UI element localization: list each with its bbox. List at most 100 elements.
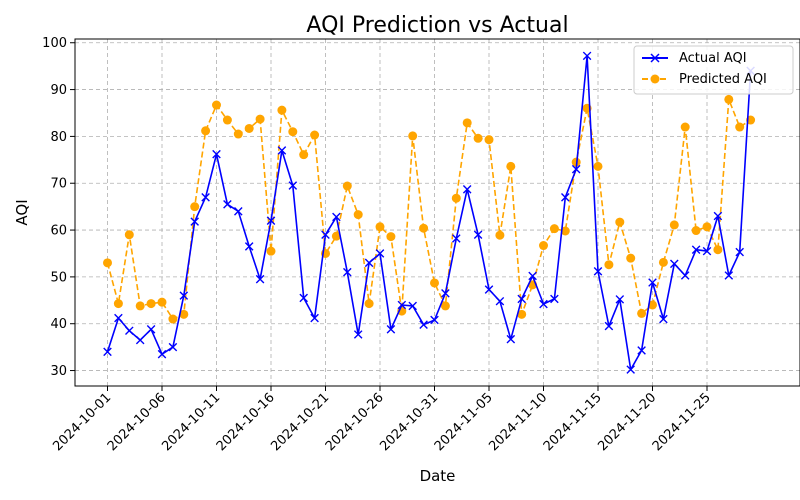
actual-aqi-point bbox=[528, 271, 537, 281]
predicted-aqi-point bbox=[451, 193, 461, 203]
chart-title: AQI Prediction vs Actual bbox=[306, 13, 568, 38]
actual-aqi-point bbox=[702, 246, 712, 256]
x-axis-title: Date bbox=[420, 467, 456, 485]
predicted-aqi-point bbox=[637, 308, 647, 318]
actual-aqi-point bbox=[724, 271, 734, 280]
actual-aqi-point bbox=[364, 258, 374, 268]
actual-aqi-point bbox=[255, 274, 265, 284]
predicted-aqi-point bbox=[255, 114, 265, 124]
actual-aqi-point bbox=[386, 325, 396, 334]
actual-aqi-point bbox=[310, 313, 319, 323]
actual-aqi-point bbox=[495, 296, 505, 306]
predicted-aqi-series-line bbox=[106, 98, 752, 320]
actual-aqi-point bbox=[168, 342, 178, 352]
actual-aqi-point bbox=[125, 326, 134, 336]
grid-layer bbox=[75, 39, 800, 386]
actual-aqi-point bbox=[506, 334, 516, 344]
actual-aqi-point bbox=[288, 181, 298, 190]
actual-aqi-point bbox=[135, 335, 145, 345]
legend-label-actual: Actual AQI bbox=[679, 51, 747, 66]
actual-aqi-point bbox=[593, 266, 603, 276]
y-tick-label: 50 bbox=[50, 270, 67, 285]
actual-aqi-point bbox=[691, 245, 701, 255]
actual-aqi-point bbox=[735, 247, 744, 257]
predicted-aqi-point bbox=[604, 260, 614, 270]
predicted-aqi-point bbox=[593, 161, 603, 171]
predicted-aqi-point bbox=[419, 223, 429, 233]
legend-label-predicted: Predicted AQI bbox=[679, 72, 767, 87]
predicted-aqi-point bbox=[201, 126, 211, 136]
actual-aqi-point bbox=[223, 200, 232, 209]
predicted-aqi-point bbox=[299, 150, 309, 160]
actual-aqi-point bbox=[441, 288, 450, 298]
actual-aqi-point bbox=[637, 346, 646, 355]
y-tick-label: 90 bbox=[50, 83, 67, 98]
predicted-aqi-point bbox=[103, 258, 112, 268]
series-layer bbox=[103, 51, 756, 374]
predicted-aqi-point bbox=[735, 122, 745, 132]
predicted-aqi-point bbox=[113, 299, 123, 309]
predicted-aqi-point bbox=[473, 133, 483, 143]
actual-aqi-point bbox=[244, 242, 254, 251]
actual-aqi-point bbox=[582, 51, 592, 61]
predicted-aqi-point bbox=[506, 161, 516, 171]
actual-aqi-point bbox=[343, 267, 352, 277]
actual-aqi-point bbox=[190, 217, 199, 226]
legend-marker-actual bbox=[650, 53, 660, 63]
actual-aqi-point bbox=[146, 325, 156, 334]
predicted-aqi-point bbox=[386, 232, 396, 242]
actual-aqi-point bbox=[473, 230, 483, 240]
predicted-aqi-point bbox=[724, 94, 734, 104]
actual-aqi-point bbox=[430, 315, 439, 325]
y-tick-label: 70 bbox=[50, 177, 67, 192]
legend-marker-predicted bbox=[650, 74, 660, 84]
predicted-aqi-point bbox=[244, 123, 254, 133]
plot-frame bbox=[74, 38, 800, 387]
predicted-aqi-point bbox=[462, 118, 472, 128]
actual-aqi-point bbox=[277, 146, 287, 155]
predicted-aqi-point bbox=[615, 217, 625, 227]
predicted-aqi-point bbox=[658, 257, 668, 267]
actual-aqi-point bbox=[201, 192, 210, 202]
actual-aqi-point bbox=[462, 185, 472, 194]
predicted-aqi-point bbox=[713, 245, 723, 255]
predicted-aqi-point bbox=[310, 130, 320, 140]
predicted-aqi-point bbox=[364, 299, 374, 309]
predicted-aqi-point bbox=[702, 222, 712, 232]
actual-aqi-point bbox=[353, 330, 363, 339]
actual-aqi-point bbox=[299, 293, 308, 303]
actual-aqi-point bbox=[114, 313, 123, 323]
actual-aqi-point bbox=[561, 192, 570, 202]
predicted-aqi-point bbox=[495, 230, 505, 240]
predicted-aqi-point bbox=[157, 297, 167, 307]
legend: Actual AQI Predicted AQI bbox=[633, 45, 794, 95]
actual-aqi-point bbox=[648, 278, 657, 287]
predicted-aqi-point bbox=[440, 301, 450, 311]
predicted-aqi-point bbox=[135, 301, 145, 311]
predicted-aqi-point bbox=[539, 241, 548, 251]
predicted-aqi-point bbox=[560, 226, 570, 236]
predicted-aqi-point bbox=[342, 181, 352, 191]
predicted-aqi-point bbox=[353, 210, 363, 220]
y-tick-label: 80 bbox=[50, 130, 67, 145]
predicted-aqi-point bbox=[626, 253, 636, 263]
y-axis-title: AQI bbox=[13, 199, 31, 225]
actual-aqi-point bbox=[571, 164, 581, 174]
actual-aqi-point bbox=[397, 300, 407, 310]
legend-box bbox=[633, 45, 794, 95]
predicted-aqi-point bbox=[266, 246, 276, 256]
actual-aqi-point bbox=[419, 320, 428, 329]
predicted-aqi-point bbox=[517, 309, 527, 319]
predicted-aqi-point bbox=[190, 202, 200, 212]
predicted-aqi-point bbox=[331, 231, 341, 241]
actual-aqi-point bbox=[234, 207, 243, 216]
predicted-aqi-point bbox=[212, 100, 221, 110]
actual-aqi-point bbox=[626, 365, 635, 374]
y-tick-label: 40 bbox=[50, 317, 67, 332]
y-tick-label: 60 bbox=[50, 224, 67, 239]
actual-aqi-point bbox=[539, 299, 548, 309]
predicted-aqi-point bbox=[375, 222, 385, 232]
actual-aqi-point bbox=[484, 285, 494, 294]
predicted-aqi-point bbox=[680, 122, 690, 132]
